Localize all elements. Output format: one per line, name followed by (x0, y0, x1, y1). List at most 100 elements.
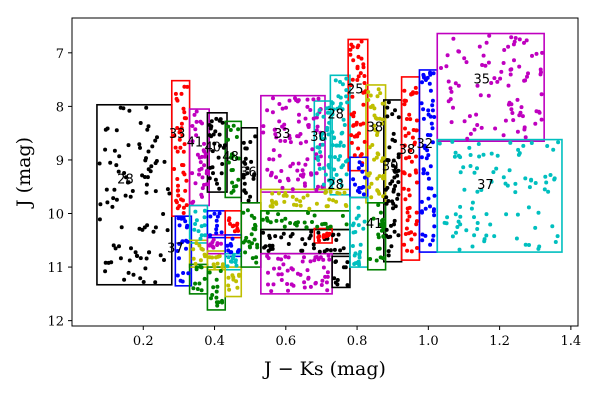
x-tick-label: 1.2 (489, 334, 510, 349)
data-point-red (406, 131, 411, 136)
data-point-black (303, 242, 308, 247)
data-point-blue (214, 231, 219, 236)
data-point-green (380, 220, 385, 224)
data-point-cyan (322, 136, 327, 141)
data-point-red (185, 84, 190, 89)
data-point-green (325, 225, 330, 230)
data-point-magenta (465, 136, 470, 141)
data-point-blue (429, 186, 434, 191)
data-point-cyan (455, 225, 460, 229)
data-point-cyan (321, 114, 326, 119)
data-point-blue (428, 114, 433, 119)
data-point-red (183, 188, 188, 193)
data-point-olive (301, 195, 306, 200)
data-point-black (114, 197, 119, 202)
data-point-olive (281, 193, 286, 198)
data-point-blue (419, 101, 424, 106)
data-point-red (413, 85, 418, 90)
data-point-black (396, 180, 401, 185)
data-point-black (384, 227, 389, 232)
data-point-black (103, 260, 108, 265)
data-point-blue (208, 233, 213, 238)
data-point-black (165, 187, 170, 192)
data-point-black (241, 140, 246, 145)
data-point-magenta (472, 127, 477, 132)
data-point-cyan (453, 212, 458, 217)
data-point-magenta (439, 66, 443, 70)
data-point-black (137, 226, 142, 231)
data-point-cyan (353, 251, 358, 256)
data-point-green (229, 155, 233, 160)
data-point-olive (324, 204, 329, 209)
data-point-blue (229, 250, 234, 255)
data-point-black (312, 246, 316, 251)
data-point-cyan (481, 152, 486, 157)
data-point-red (412, 140, 417, 145)
data-point-magenta (513, 36, 518, 40)
data-point-green (249, 232, 254, 237)
data-point-red (402, 242, 407, 247)
data-point-green (328, 224, 333, 229)
data-point-magenta (315, 124, 320, 129)
data-point-magenta (526, 71, 530, 76)
data-point-olive (194, 241, 199, 246)
data-point-magenta (313, 280, 318, 285)
data-point-magenta (305, 97, 310, 102)
data-point-black (335, 278, 340, 282)
data-point-cyan (199, 233, 204, 238)
data-point-black (335, 282, 340, 287)
y-axis-label: J (mag) (13, 137, 35, 209)
data-point-black (243, 161, 248, 166)
data-point-blue (420, 210, 424, 215)
data-point-cyan (335, 106, 340, 111)
data-point-black (270, 243, 275, 248)
data-point-black (251, 176, 256, 181)
data-point-black (138, 145, 142, 150)
data-point-black (309, 229, 314, 234)
data-point-red (407, 193, 412, 198)
data-point-green (268, 220, 273, 225)
data-point-red (175, 126, 180, 130)
data-point-cyan (331, 107, 336, 112)
data-point-green (226, 124, 231, 129)
data-point-green (226, 160, 231, 165)
data-point-olive (237, 272, 241, 277)
data-point-black (221, 145, 226, 150)
data-point-cyan (526, 205, 531, 210)
data-point-black (207, 133, 212, 138)
data-point-cyan (345, 100, 350, 105)
data-point-magenta (274, 135, 279, 140)
data-point-olive (290, 194, 295, 199)
data-point-cyan (513, 181, 518, 186)
data-point-olive (202, 252, 207, 257)
data-point-cyan (492, 234, 497, 239)
count-annotation: 28 (327, 178, 344, 193)
data-point-olive (314, 201, 319, 206)
data-point-red (321, 235, 326, 240)
data-point-magenta (539, 117, 544, 122)
data-point-cyan (437, 141, 442, 146)
data-point-olive (191, 247, 196, 252)
data-point-green (282, 224, 287, 229)
data-point-cyan (456, 219, 461, 224)
data-point-black (108, 160, 113, 165)
data-point-cyan (353, 261, 358, 266)
data-point-magenta (277, 119, 282, 124)
data-point-red (414, 154, 418, 159)
data-point-cyan (458, 214, 463, 219)
data-point-cyan (321, 182, 326, 187)
data-point-black (248, 194, 253, 199)
data-point-cyan (472, 233, 477, 238)
data-point-magenta (462, 56, 467, 61)
data-point-red (409, 159, 414, 164)
data-point-cyan (542, 187, 547, 192)
data-point-black (207, 123, 212, 127)
data-point-red (407, 173, 412, 178)
data-point-blue (175, 273, 180, 278)
data-point-cyan (230, 256, 235, 261)
data-point-magenta (324, 280, 329, 285)
data-point-black (112, 187, 117, 192)
data-point-green (294, 223, 299, 228)
data-point-black (389, 244, 394, 249)
